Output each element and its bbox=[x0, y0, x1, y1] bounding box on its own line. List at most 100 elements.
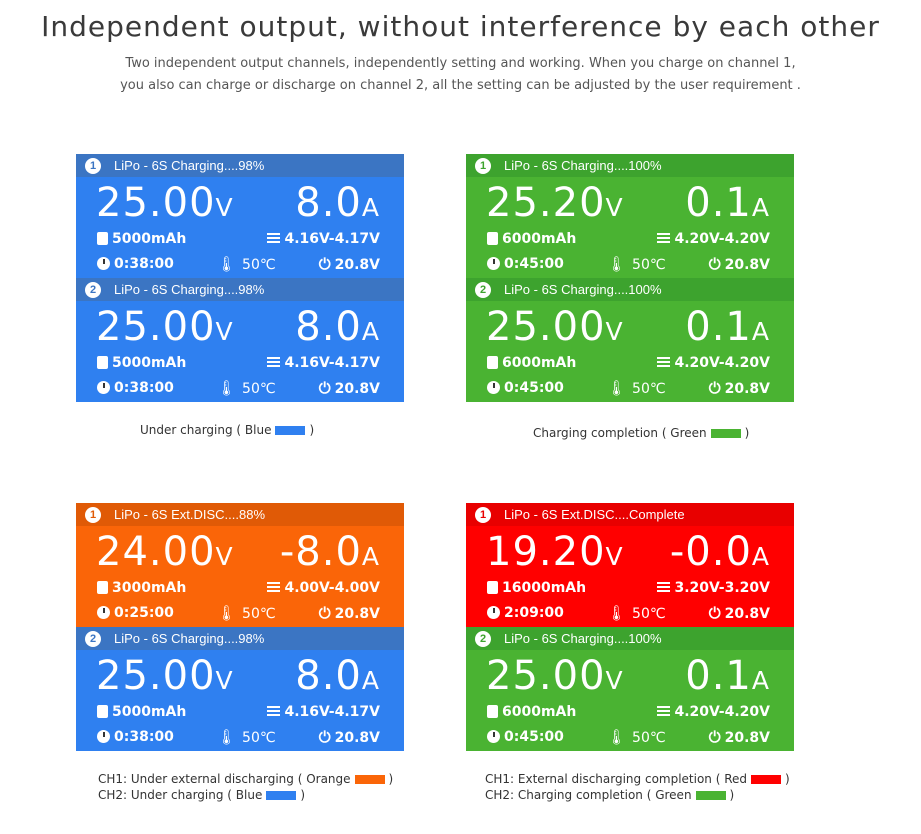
current-value: -0.0 bbox=[669, 529, 752, 575]
cell-voltage-value: 3.20V-3.20V bbox=[674, 580, 770, 596]
channel-status-text: LiPo - 6S Charging....100% bbox=[504, 282, 662, 297]
input-voltage-value: 20.8V bbox=[724, 381, 770, 397]
channel-status-text: LiPo - 6S Charging....98% bbox=[114, 631, 265, 646]
voltage-readout: 25.00V bbox=[486, 305, 624, 354]
current-unit: A bbox=[361, 542, 380, 571]
subtitle-line-1: Two independent output channels, indepen… bbox=[125, 56, 796, 71]
input-voltage-row: ⏻ 20.8V bbox=[319, 604, 380, 623]
temp-value: 50℃ bbox=[242, 606, 276, 622]
caption-under-charging: Under charging ( Blue) bbox=[140, 423, 315, 437]
caption-charge-complete-ch2: CH2: Charging completion ( Green) bbox=[485, 788, 735, 802]
caption-discharging-ch1: CH1: Under external discharging ( Orange… bbox=[98, 772, 394, 786]
time-value: 0:38:00 bbox=[114, 256, 174, 272]
thermometer-icon: 🌡 bbox=[217, 728, 237, 746]
time-value: 0:25:00 bbox=[114, 605, 174, 621]
current-unit: A bbox=[361, 666, 380, 695]
battery-icon bbox=[97, 581, 108, 594]
current-unit: A bbox=[751, 542, 770, 571]
voltage-unit: V bbox=[605, 317, 624, 346]
time-value: 0:45:00 bbox=[504, 729, 564, 745]
power-icon: ⏻ bbox=[708, 604, 721, 622]
channel-number-icon: 2 bbox=[85, 631, 101, 647]
input-voltage-row: ⏻ 20.8V bbox=[709, 255, 770, 274]
current-readout: 8.0A bbox=[295, 654, 380, 703]
green-swatch bbox=[710, 429, 741, 438]
channel-2-display: 2 LiPo - 6S Charging....98% 25.00V 8.0A … bbox=[76, 627, 404, 751]
time-value: 0:38:00 bbox=[114, 380, 174, 396]
current-readout: 0.1A bbox=[685, 181, 770, 230]
cell-voltage-value: 4.16V-4.17V bbox=[284, 231, 380, 247]
battery-icon bbox=[487, 356, 498, 369]
cells-icon bbox=[267, 582, 281, 594]
clock-icon bbox=[97, 381, 110, 394]
current-readout: 8.0A bbox=[295, 305, 380, 354]
voltage-unit: V bbox=[605, 193, 624, 222]
input-voltage-value: 20.8V bbox=[334, 381, 380, 397]
channel-2-display: 2 LiPo - 6S Charging....100% 25.00V 0.1A… bbox=[466, 278, 794, 402]
cell-voltage-row: 4.20V-4.20V bbox=[657, 703, 770, 721]
current-readout: -8.0A bbox=[280, 530, 380, 579]
current-value: 8.0 bbox=[295, 180, 362, 226]
input-voltage-row: ⏻ 20.8V bbox=[709, 728, 770, 747]
input-voltage-row: ⏻ 20.8V bbox=[319, 255, 380, 274]
battery-icon bbox=[487, 232, 498, 245]
time-value: 0:38:00 bbox=[114, 729, 174, 745]
channel-header: 1 LiPo - 6S Ext.DISC....Complete bbox=[466, 503, 794, 526]
cell-voltage-row: 4.20V-4.20V bbox=[657, 230, 770, 248]
capacity-value: 6000mAh bbox=[502, 355, 577, 371]
current-unit: A bbox=[361, 317, 380, 346]
cell-voltage-value: 4.00V-4.00V bbox=[284, 580, 380, 596]
channel-header: 1 LiPo - 6S Charging....98% bbox=[76, 154, 404, 177]
capacity-value: 16000mAh bbox=[502, 580, 587, 596]
input-voltage-value: 20.8V bbox=[724, 606, 770, 622]
capacity-row: 6000mAh bbox=[487, 230, 576, 248]
input-voltage-value: 20.8V bbox=[724, 730, 770, 746]
voltage-readout: 25.00V bbox=[96, 305, 234, 354]
temp-row: 🌡 50℃ bbox=[217, 255, 276, 274]
cell-voltage-value: 4.20V-4.20V bbox=[674, 231, 770, 247]
cells-icon bbox=[657, 582, 671, 594]
voltage-readout: 25.00V bbox=[96, 654, 234, 703]
temp-value: 50℃ bbox=[632, 381, 666, 397]
channel-header: 2 LiPo - 6S Charging....100% bbox=[466, 278, 794, 301]
input-voltage-row: ⏻ 20.8V bbox=[319, 728, 380, 747]
voltage-value: 25.00 bbox=[96, 180, 216, 226]
voltage-unit: V bbox=[215, 193, 234, 222]
power-icon: ⏻ bbox=[708, 728, 721, 746]
time-value: 2:09:00 bbox=[504, 605, 564, 621]
capacity-row: 6000mAh bbox=[487, 703, 576, 721]
cell-voltage-row: 4.00V-4.00V bbox=[267, 579, 380, 597]
voltage-readout: 25.20V bbox=[486, 181, 624, 230]
battery-icon bbox=[97, 356, 108, 369]
channel-status-text: LiPo - 6S Charging....100% bbox=[504, 631, 662, 646]
channel-status-text: LiPo - 6S Charging....98% bbox=[114, 282, 265, 297]
thermometer-icon: 🌡 bbox=[607, 255, 627, 273]
orange-swatch bbox=[354, 775, 385, 784]
time-row: 0:25:00 bbox=[97, 604, 174, 622]
page-title: Independent output, without interference… bbox=[41, 10, 880, 43]
cell-voltage-row: 4.16V-4.17V bbox=[267, 354, 380, 372]
channel-number-icon: 1 bbox=[475, 507, 491, 523]
clock-icon bbox=[97, 257, 110, 270]
cell-voltage-row: 4.16V-4.17V bbox=[267, 230, 380, 248]
battery-icon bbox=[487, 705, 498, 718]
cells-icon bbox=[657, 706, 671, 718]
cells-icon bbox=[267, 706, 281, 718]
subtitle-line-2: you also can charge or discharge on chan… bbox=[120, 78, 801, 93]
voltage-value: 25.20 bbox=[486, 180, 606, 226]
clock-icon bbox=[487, 381, 500, 394]
cells-icon bbox=[267, 233, 281, 245]
voltage-unit: V bbox=[215, 666, 234, 695]
current-unit: A bbox=[751, 666, 770, 695]
voltage-unit: V bbox=[215, 542, 234, 571]
cell-voltage-row: 3.20V-3.20V bbox=[657, 579, 770, 597]
input-voltage-row: ⏻ 20.8V bbox=[709, 604, 770, 623]
power-icon: ⏻ bbox=[318, 728, 331, 746]
temp-value: 50℃ bbox=[242, 730, 276, 746]
power-icon: ⏻ bbox=[318, 604, 331, 622]
cell-voltage-row: 4.20V-4.20V bbox=[657, 354, 770, 372]
capacity-value: 6000mAh bbox=[502, 704, 577, 720]
clock-icon bbox=[97, 730, 110, 743]
battery-icon bbox=[487, 581, 498, 594]
cell-voltage-value: 4.16V-4.17V bbox=[284, 704, 380, 720]
